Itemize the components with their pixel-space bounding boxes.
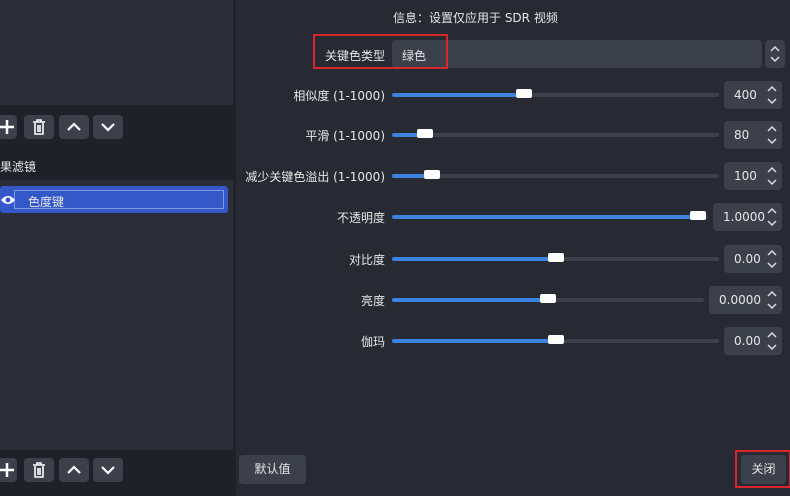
spin-value: 0.00	[734, 334, 761, 348]
slider-handle[interactable]	[540, 294, 556, 303]
setting-label: 对比度	[348, 253, 385, 267]
slider[interactable]	[392, 253, 719, 262]
spin-arrows[interactable]	[766, 84, 778, 106]
spin-value: 100	[734, 169, 757, 183]
slider-handle[interactable]	[690, 211, 706, 220]
key-color-combo[interactable]: 绿色	[392, 40, 762, 68]
slider-fill	[392, 133, 425, 137]
spin-arrows[interactable]	[766, 330, 778, 352]
slider-fill	[392, 339, 556, 343]
spinbox[interactable]: 0.00	[724, 327, 782, 355]
setting-label: 相似度 (1-1000)	[293, 89, 385, 103]
defaults-button[interactable]: 默认值	[239, 455, 306, 484]
spin-arrows[interactable]	[766, 248, 778, 270]
slider-fill	[392, 93, 524, 97]
info-text: 信息：设置仅应用于 SDR 视频	[393, 11, 558, 25]
setting-label: 不透明度	[336, 211, 385, 225]
filters-heading: 果滤镜	[0, 160, 37, 174]
add-button[interactable]	[0, 115, 17, 139]
remove-button[interactable]	[24, 115, 54, 139]
properties-panel	[236, 0, 790, 496]
filter-list: 色度键	[0, 180, 233, 450]
slider[interactable]	[392, 335, 719, 344]
remove-filter-button[interactable]	[24, 458, 54, 482]
spinbox[interactable]: 1.0000	[713, 203, 782, 231]
filter-up-button[interactable]	[59, 458, 89, 482]
slider[interactable]	[392, 170, 719, 179]
slider-handle[interactable]	[548, 335, 564, 344]
slider[interactable]	[392, 89, 719, 98]
add-filter-button[interactable]	[0, 458, 17, 482]
source-list	[0, 0, 233, 105]
filter-name: 色度键	[28, 195, 65, 209]
setting-label: 亮度	[360, 294, 385, 308]
spin-arrows[interactable]	[766, 206, 778, 228]
spinbox[interactable]: 80	[724, 121, 782, 149]
spin-value: 1.0000	[723, 210, 765, 224]
spin-value: 400	[734, 88, 757, 102]
slider-handle[interactable]	[424, 170, 440, 179]
spin-value: 0.0000	[719, 293, 761, 307]
spinbox[interactable]: 0.0000	[709, 286, 782, 314]
move-up-button[interactable]	[59, 115, 89, 139]
key-color-label: 关键色类型	[324, 49, 385, 63]
setting-label: 平滑 (1-1000)	[305, 129, 385, 143]
slider-handle[interactable]	[516, 89, 532, 98]
spin-arrows[interactable]	[766, 124, 778, 146]
setting-label: 伽玛	[360, 335, 385, 349]
close-button[interactable]: 关闭	[741, 455, 786, 484]
key-color-value: 绿色	[402, 49, 427, 63]
slider-fill	[392, 257, 556, 261]
slider[interactable]	[392, 211, 708, 220]
slider-handle[interactable]	[417, 129, 433, 138]
combo-arrows[interactable]	[765, 40, 785, 68]
slider-handle[interactable]	[548, 253, 564, 262]
spin-value: 80	[734, 128, 750, 142]
spinbox[interactable]: 100	[724, 162, 782, 190]
filter-down-button[interactable]	[93, 458, 123, 482]
setting-label: 减少关键色溢出 (1-1000)	[245, 170, 385, 184]
spin-arrows[interactable]	[766, 165, 778, 187]
highlight	[735, 450, 790, 488]
highlight	[313, 34, 448, 69]
slider-fill	[392, 215, 698, 219]
slider[interactable]	[392, 294, 704, 303]
spin-value: 0.00	[734, 252, 761, 266]
slider-fill	[392, 174, 432, 178]
spinbox[interactable]: 400	[724, 81, 782, 109]
spin-arrows[interactable]	[766, 289, 778, 311]
filter-item[interactable]: 色度键	[0, 186, 228, 213]
move-down-button[interactable]	[93, 115, 123, 139]
slider[interactable]	[392, 129, 719, 138]
slider-fill	[392, 298, 548, 302]
spinbox[interactable]: 0.00	[724, 245, 782, 273]
